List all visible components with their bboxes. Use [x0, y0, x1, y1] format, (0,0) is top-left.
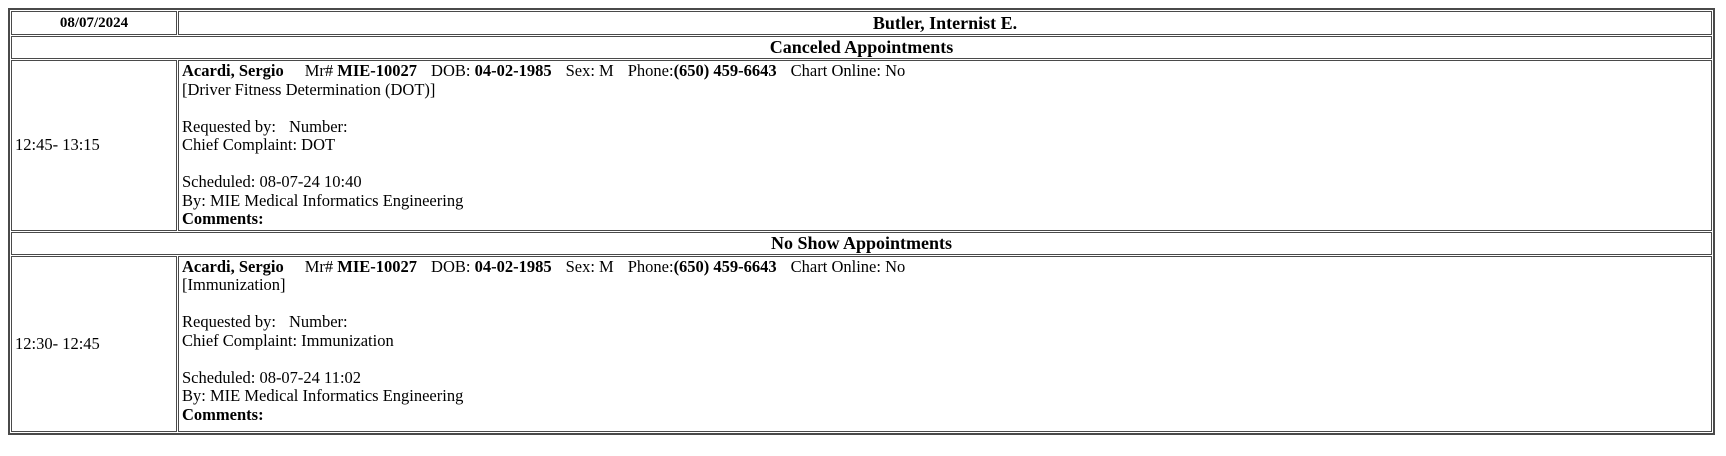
- scheduled-line: Scheduled: 08-07-24 11:02: [182, 367, 362, 387]
- patient-dob: DOB: 04-02-1985: [431, 256, 552, 276]
- patient-chart-online: Chart Online: No: [790, 61, 906, 80]
- scheduled-by-line: By: MIE Medical Informatics Engineering: [182, 190, 464, 210]
- chief-complaint: Chief Complaint: Immunization: [182, 330, 394, 350]
- scheduled-by-line: By: MIE Medical Informatics Engineering: [182, 386, 464, 405]
- chief-complaint: Chief Complaint: DOT: [182, 135, 336, 154]
- patient-summary-line: Acardi, Sergio Mr# MIE-10027 DOB: 04-02-19…: [182, 61, 1708, 81]
- patient-sex: Sex: M: [565, 61, 614, 80]
- patient-name: Acardi, Sergio: [182, 61, 284, 80]
- patient-phone: Phone:(650) 459-6643: [627, 256, 777, 276]
- comments-label: Comments:: [182, 209, 264, 228]
- patient-sex: Sex: M: [565, 256, 614, 276]
- provider-name: Butler, Internist E.: [178, 11, 1712, 35]
- appointment-reason: [Immunization]: [182, 275, 286, 294]
- patient-summary-line: Acardi, Sergio Mr# MIE-10027 DOB: 04-02-19…: [182, 256, 1708, 277]
- appointment-time: 12:45- 13:15: [11, 60, 177, 231]
- spacer: [182, 295, 1708, 314]
- report-date: 08/07/2024: [11, 11, 177, 35]
- patient-name: Acardi, Sergio: [182, 256, 284, 276]
- scheduled-line: Scheduled: 08-07-24 10:40: [182, 172, 362, 191]
- patient-chart-online: Chart Online: No: [790, 256, 906, 276]
- appointment-details: Acardi, Sergio Mr# MIE-10027 DOB: 04-02-19…: [178, 60, 1712, 231]
- requested-by-label: Requested by:: [182, 116, 276, 136]
- appointment-row-noshow: 12:30- 12:45 Acardi, Sergio Mr# MIE-10027…: [11, 255, 1712, 432]
- appointment-reason: [Driver Fitness Determination (DOT)]: [182, 79, 436, 99]
- requested-by-line: Requested by: Number:: [182, 116, 1708, 137]
- appointment-time: 12:30- 12:45: [11, 255, 177, 432]
- section-header-row-noshow: No Show Appointments: [11, 231, 1712, 255]
- spacer: [182, 155, 1708, 174]
- patient-phone: Phone:(650) 459-6643: [627, 61, 777, 80]
- appointment-details: Acardi, Sergio Mr# MIE-10027 DOB: 04-02-19…: [178, 255, 1712, 432]
- number-label: Number:: [288, 312, 348, 331]
- section-header-row-canceled: Canceled Appointments: [11, 36, 1712, 59]
- comments-label: Comments:: [182, 404, 264, 424]
- appointment-report-table: 08/07/2024 Butler, Internist E. Canceled…: [8, 8, 1715, 435]
- spacer: [182, 350, 1708, 369]
- patient-mrn: Mr# MIE-10027: [304, 256, 418, 276]
- section-title-canceled: Canceled Appointments: [11, 36, 1712, 59]
- appointment-row-canceled: 12:45- 13:15 Acardi, Sergio Mr# MIE-10027…: [11, 60, 1712, 231]
- patient-mrn: Mr# MIE-10027: [304, 61, 418, 80]
- section-title-noshow: No Show Appointments: [11, 231, 1712, 255]
- number-label: Number:: [288, 116, 348, 136]
- requested-by-label: Requested by:: [182, 312, 276, 331]
- spacer: [182, 99, 1708, 118]
- patient-dob: DOB: 04-02-1985: [431, 61, 552, 80]
- report-header-row: 08/07/2024 Butler, Internist E.: [11, 11, 1712, 35]
- requested-by-line: Requested by: Number:: [182, 312, 1708, 332]
